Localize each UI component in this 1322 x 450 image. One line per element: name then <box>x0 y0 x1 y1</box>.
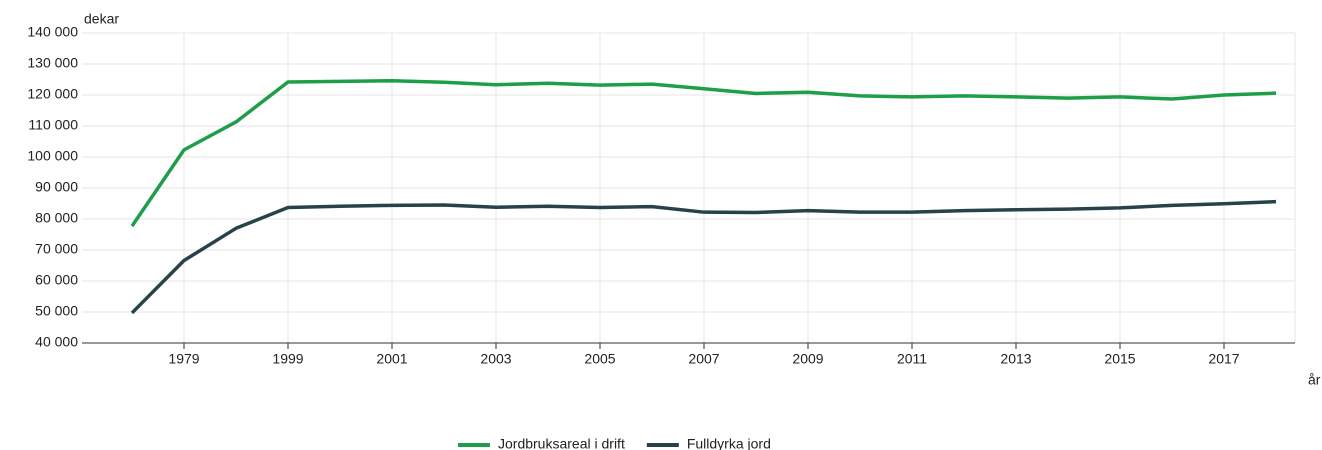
x-tick-label: 1999 <box>272 351 303 367</box>
y-axis-label: dekar <box>84 11 119 27</box>
x-tick-label: 2001 <box>376 351 407 367</box>
y-tick-label: 130 000 <box>27 55 78 71</box>
x-tick-label: 2007 <box>688 351 719 367</box>
line-series <box>130 78 1277 228</box>
x-tick-label: 2013 <box>1000 351 1031 367</box>
x-tick-label: 2003 <box>480 351 511 367</box>
y-tick-label: 110 000 <box>28 117 78 133</box>
y-tick-label: 60 000 <box>35 272 78 288</box>
legend-label: Fulldyrka jord <box>687 436 771 450</box>
x-axis-label: år <box>1308 372 1321 388</box>
y-tick-label: 140 000 <box>27 24 78 40</box>
x-tick-label: 2005 <box>584 351 615 367</box>
y-tick-label: 40 000 <box>35 334 78 350</box>
x-tick-label: 2011 <box>897 351 927 367</box>
y-tick-label: 100 000 <box>27 148 78 164</box>
legend-label: Jordbruksareal i drift <box>498 436 625 450</box>
y-tick-label: 120 000 <box>27 86 78 102</box>
y-tick-label: 90 000 <box>35 179 78 195</box>
x-tick-label: 2009 <box>792 351 823 367</box>
x-tick-label: 2015 <box>1104 351 1135 367</box>
y-tick-label: 80 000 <box>35 210 78 226</box>
x-tick-label: 1979 <box>168 351 199 367</box>
y-tick-label: 70 000 <box>35 241 78 257</box>
y-tick-label: 50 000 <box>35 303 78 319</box>
x-tick-label: 2017 <box>1208 351 1239 367</box>
line-series <box>130 199 1277 315</box>
